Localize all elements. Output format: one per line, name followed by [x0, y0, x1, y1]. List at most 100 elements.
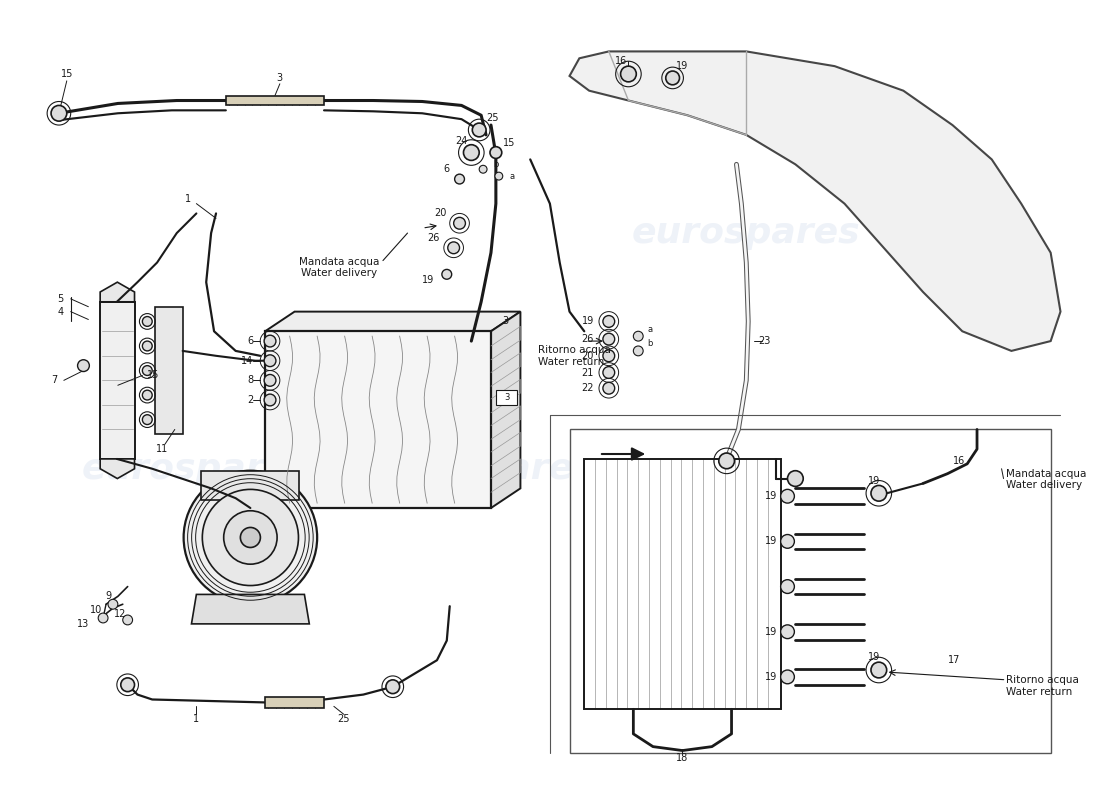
Circle shape: [98, 613, 108, 623]
Circle shape: [264, 394, 276, 406]
Text: 19: 19: [582, 317, 594, 326]
Text: 19: 19: [676, 61, 689, 71]
Text: 16: 16: [953, 456, 965, 466]
Text: 11: 11: [156, 444, 168, 454]
Circle shape: [223, 510, 277, 564]
Text: 21: 21: [582, 367, 594, 378]
Circle shape: [871, 486, 887, 501]
Text: 26: 26: [428, 233, 440, 243]
Text: 15: 15: [147, 370, 160, 381]
Text: 3: 3: [504, 393, 509, 402]
Circle shape: [634, 331, 643, 341]
Text: 1: 1: [186, 194, 191, 204]
Polygon shape: [491, 312, 520, 508]
Text: eurospares: eurospares: [82, 452, 310, 486]
Circle shape: [781, 534, 794, 548]
Text: 19: 19: [764, 536, 777, 546]
Bar: [265, 697, 324, 708]
Bar: [496, 390, 517, 405]
Circle shape: [603, 350, 615, 362]
Text: 25: 25: [486, 113, 498, 123]
Bar: [570, 430, 1050, 754]
Circle shape: [472, 123, 486, 137]
Text: 12: 12: [113, 609, 127, 619]
Text: eurospares: eurospares: [632, 216, 860, 250]
Text: 19: 19: [868, 652, 880, 662]
Circle shape: [142, 317, 152, 326]
Circle shape: [202, 490, 298, 586]
Text: 4: 4: [57, 306, 64, 317]
Text: 17: 17: [947, 655, 960, 666]
Text: 16: 16: [615, 56, 627, 66]
Text: 10: 10: [90, 605, 102, 615]
Circle shape: [142, 390, 152, 400]
Text: 20: 20: [582, 351, 594, 361]
Polygon shape: [100, 282, 134, 302]
Circle shape: [264, 355, 276, 366]
Text: Ritorno acqua
Water return: Ritorno acqua Water return: [1006, 675, 1079, 697]
Text: 26: 26: [582, 334, 594, 344]
Circle shape: [718, 453, 735, 469]
Circle shape: [463, 145, 480, 161]
Polygon shape: [100, 459, 134, 478]
Text: 6: 6: [443, 164, 450, 174]
Text: 23: 23: [758, 336, 770, 346]
Text: eurospares: eurospares: [366, 452, 595, 486]
Circle shape: [78, 360, 89, 371]
Text: eurospares: eurospares: [720, 599, 949, 633]
Circle shape: [666, 71, 680, 85]
Circle shape: [108, 599, 118, 609]
Circle shape: [634, 346, 643, 356]
Text: a: a: [648, 325, 652, 334]
Text: 19: 19: [764, 626, 777, 637]
Circle shape: [781, 580, 794, 594]
Circle shape: [603, 366, 615, 378]
Circle shape: [788, 470, 803, 486]
Circle shape: [442, 270, 452, 279]
Text: 2: 2: [248, 395, 253, 405]
Text: 1: 1: [194, 714, 199, 724]
Text: Mandata acqua
Water delivery: Mandata acqua Water delivery: [1006, 469, 1087, 490]
Circle shape: [142, 341, 152, 351]
Text: 19: 19: [868, 475, 880, 486]
Circle shape: [264, 374, 276, 386]
Circle shape: [142, 366, 152, 375]
Text: 15: 15: [503, 138, 515, 148]
Circle shape: [480, 166, 487, 173]
Circle shape: [603, 334, 615, 345]
Bar: [584, 459, 781, 710]
Circle shape: [386, 680, 399, 694]
Circle shape: [453, 218, 465, 229]
Circle shape: [241, 527, 261, 547]
Circle shape: [603, 315, 615, 327]
Text: 15: 15: [60, 69, 73, 79]
Circle shape: [781, 625, 794, 638]
Circle shape: [781, 490, 794, 503]
Circle shape: [490, 146, 502, 158]
Circle shape: [495, 172, 503, 180]
Text: 19: 19: [421, 275, 434, 286]
Bar: [100, 302, 134, 459]
Circle shape: [51, 106, 67, 121]
Text: 3: 3: [277, 73, 283, 83]
Text: 18: 18: [676, 754, 689, 763]
Text: b: b: [648, 338, 652, 347]
Text: 25: 25: [338, 714, 350, 724]
Polygon shape: [570, 51, 1060, 351]
Text: Mandata acqua
Water delivery: Mandata acqua Water delivery: [298, 257, 380, 278]
Text: 19: 19: [764, 672, 777, 682]
Text: 19: 19: [764, 491, 777, 502]
Circle shape: [264, 335, 276, 347]
Text: 13: 13: [77, 619, 89, 629]
Text: a: a: [509, 172, 514, 181]
Circle shape: [620, 66, 636, 82]
Text: 14: 14: [241, 356, 253, 366]
Text: 22: 22: [582, 383, 594, 394]
Circle shape: [603, 382, 615, 394]
Circle shape: [142, 414, 152, 425]
Circle shape: [871, 662, 887, 678]
Text: 5: 5: [57, 294, 64, 304]
Circle shape: [448, 242, 460, 254]
Text: b: b: [493, 160, 498, 169]
Text: 20: 20: [434, 209, 447, 218]
